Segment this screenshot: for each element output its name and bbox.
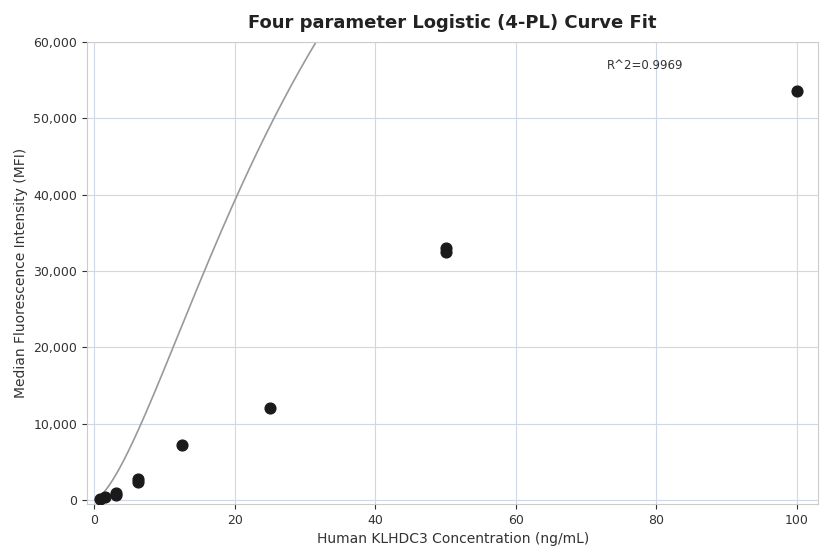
Point xyxy=(439,248,453,256)
Point xyxy=(110,490,123,499)
Point xyxy=(110,488,123,497)
Y-axis label: Median Fluorescence Intensity (MFI): Median Fluorescence Intensity (MFI) xyxy=(14,148,28,398)
Point xyxy=(263,404,276,413)
Point xyxy=(131,477,145,486)
Point xyxy=(439,244,453,253)
Point xyxy=(790,87,804,96)
Point xyxy=(131,474,145,483)
Point xyxy=(176,441,189,450)
Title: Four parameter Logistic (4-PL) Curve Fit: Four parameter Logistic (4-PL) Curve Fit xyxy=(249,14,657,32)
Text: R^2=0.9969: R^2=0.9969 xyxy=(607,58,684,72)
X-axis label: Human KLHDC3 Concentration (ng/mL): Human KLHDC3 Concentration (ng/mL) xyxy=(316,532,589,546)
Point xyxy=(93,494,106,503)
Point xyxy=(98,492,111,501)
